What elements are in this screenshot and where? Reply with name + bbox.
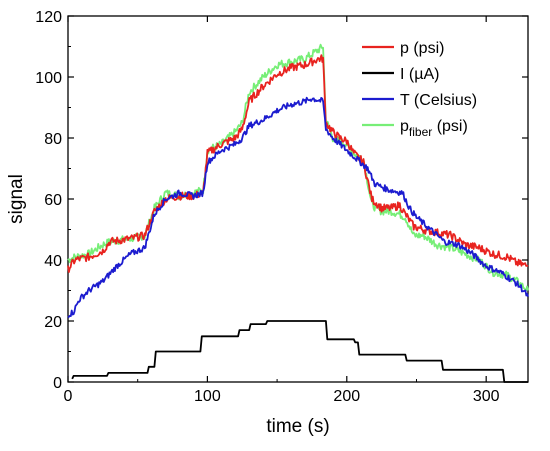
x-tick-label: 100 xyxy=(194,388,221,405)
legend-label: I (µA) xyxy=(400,66,439,83)
y-tick-label: 0 xyxy=(53,375,62,392)
y-tick-label: 120 xyxy=(35,9,62,26)
legend-label-main: I (µA) xyxy=(400,66,439,83)
x-tick-label: 0 xyxy=(64,388,73,405)
plot-frame xyxy=(67,15,529,383)
series-layer xyxy=(67,43,529,383)
y-tick-label: 80 xyxy=(44,131,62,148)
legend-label-subscript: fiber xyxy=(409,125,432,139)
y-tick-label: 40 xyxy=(44,253,62,270)
legend-label-main: T (Celsius) xyxy=(400,92,477,109)
legend-label: p (psi) xyxy=(400,40,444,57)
series-line-0 xyxy=(67,54,529,273)
legend-label-suffix: (psi) xyxy=(432,118,468,135)
x-tick-label: 300 xyxy=(473,388,500,405)
x-axis-title: time (s) xyxy=(266,416,329,437)
legend-label-main: p (psi) xyxy=(400,40,444,57)
y-tick-label: 20 xyxy=(44,314,62,331)
y-axis-title: signal xyxy=(6,174,27,224)
x-tick-label: 200 xyxy=(333,388,360,405)
axis-ticks: 0 100 200 300 0 20 40 60 80 100 120 xyxy=(35,9,528,405)
series-line-1 xyxy=(71,320,528,383)
legend: p (psi) I (µA) T (Celsius) pfiber (psi) xyxy=(362,40,477,139)
series-line-2 xyxy=(67,96,529,319)
y-tick-label: 100 xyxy=(35,70,62,87)
y-tick-label: 60 xyxy=(44,192,62,209)
legend-label: T (Celsius) xyxy=(400,92,477,109)
legend-label-main: p xyxy=(400,118,409,135)
legend-label: pfiber (psi) xyxy=(400,118,468,139)
